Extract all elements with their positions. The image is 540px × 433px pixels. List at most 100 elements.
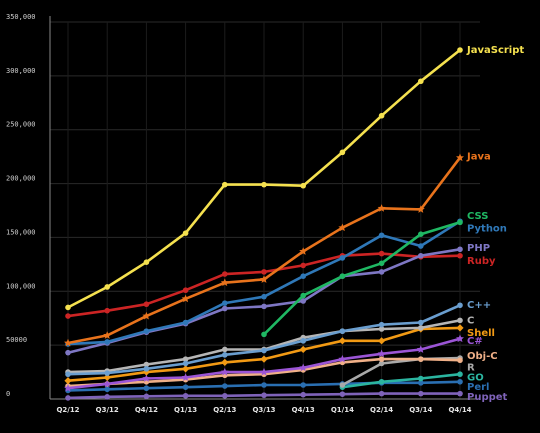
data-point — [378, 260, 385, 267]
data-point — [378, 337, 386, 345]
data-point — [378, 321, 385, 328]
data-point — [142, 374, 151, 382]
data-point — [339, 273, 346, 280]
data-point — [104, 370, 110, 376]
series-go — [339, 371, 463, 390]
data-point — [142, 311, 151, 320]
data-point — [457, 378, 463, 385]
data-point — [65, 349, 71, 356]
data-point — [220, 367, 229, 376]
data-point — [456, 334, 464, 343]
data-point — [142, 368, 150, 376]
data-point — [300, 338, 307, 344]
data-point — [300, 182, 307, 189]
data-point — [260, 367, 268, 376]
data-point — [103, 379, 112, 388]
data-point — [299, 363, 308, 372]
data-point — [457, 371, 463, 378]
data-point — [220, 278, 229, 287]
data-point — [339, 149, 346, 156]
series-java — [64, 153, 464, 347]
data-point — [418, 380, 424, 386]
data-point — [261, 392, 267, 399]
x-tick-label: Q4/12 — [135, 406, 158, 414]
series-csharp — [64, 334, 464, 392]
data-point — [377, 349, 386, 358]
series-label: C — [467, 315, 474, 326]
data-point — [182, 384, 189, 390]
series-line-css — [263, 221, 461, 336]
x-tick-label: Q3/14 — [409, 406, 432, 414]
x-tick-label: Q3/13 — [252, 406, 275, 414]
data-point — [104, 386, 110, 393]
y-tick-label: 300,000 — [6, 67, 36, 75]
series-label: Shell — [467, 328, 495, 339]
series-label: C# — [467, 336, 483, 347]
data-point — [418, 375, 424, 382]
data-point — [182, 392, 189, 399]
data-point — [378, 269, 385, 275]
data-point — [299, 247, 308, 255]
series-perl — [65, 378, 463, 394]
data-point — [222, 300, 228, 306]
data-point — [222, 352, 228, 358]
data-point — [378, 390, 385, 397]
data-point — [300, 262, 307, 269]
data-point — [378, 112, 385, 119]
series-css — [261, 219, 463, 338]
series-line-go — [342, 372, 461, 389]
x-tick-label: Q4/14 — [448, 406, 471, 414]
series-label: PHP — [467, 243, 490, 254]
y-tick-label: 0 — [6, 390, 10, 398]
data-point — [104, 307, 110, 314]
y-tick-label: 100,000 — [6, 282, 36, 290]
data-point — [378, 378, 385, 385]
data-point — [300, 391, 307, 398]
series-python — [65, 218, 463, 347]
series-label: Python — [467, 224, 507, 235]
data-point — [260, 355, 268, 363]
data-point — [222, 181, 228, 188]
data-point — [300, 292, 307, 299]
data-point — [338, 337, 346, 345]
data-point — [222, 346, 228, 353]
x-tick-label: Q2/12 — [56, 406, 79, 414]
data-point — [65, 395, 71, 401]
data-point — [300, 273, 307, 280]
series-label: Ruby — [467, 256, 496, 267]
data-point — [418, 252, 424, 259]
data-point — [457, 390, 463, 397]
data-point — [299, 345, 307, 354]
data-point — [300, 382, 307, 388]
series-label: R — [467, 363, 475, 374]
series-cplusplus — [65, 302, 463, 378]
data-point — [261, 382, 267, 388]
data-point — [181, 373, 190, 381]
x-tick-label: Q4/13 — [292, 406, 315, 414]
data-point — [261, 181, 267, 188]
series-label: Puppet — [467, 392, 508, 403]
data-point — [222, 271, 228, 277]
data-point — [222, 305, 228, 312]
series-label: Java — [466, 152, 491, 163]
data-point — [378, 232, 385, 239]
data-point — [64, 377, 72, 385]
data-point — [104, 284, 110, 290]
data-point — [143, 385, 150, 392]
data-point — [418, 231, 424, 237]
data-point — [457, 302, 463, 309]
y-tick-label: 200,000 — [6, 175, 36, 183]
data-point — [457, 219, 463, 226]
data-point — [143, 259, 150, 266]
data-point — [418, 356, 424, 362]
data-point — [64, 384, 72, 392]
data-point — [339, 382, 346, 388]
data-point — [143, 366, 150, 372]
series-label: CSS — [467, 211, 488, 222]
x-tick-label: Q1/14 — [331, 406, 354, 414]
data-point — [418, 319, 424, 326]
series-puppet — [65, 390, 463, 401]
x-tick-label: Q2/13 — [213, 406, 236, 414]
data-point — [65, 371, 71, 378]
